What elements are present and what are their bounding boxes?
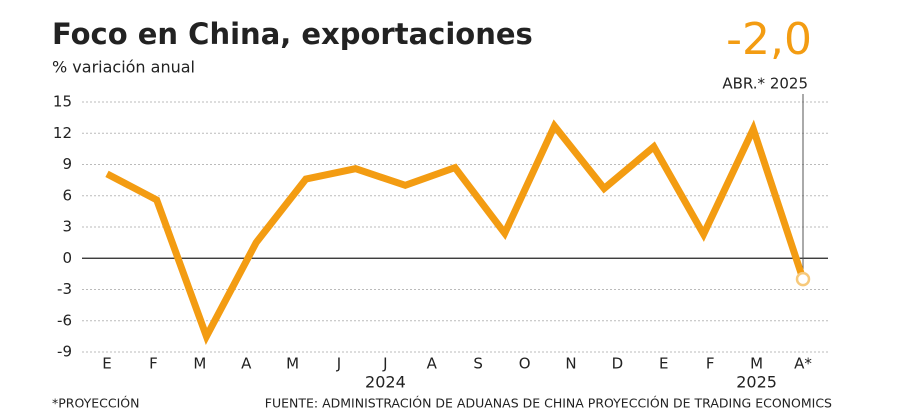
- source: FUENTE: ADMINISTRACIÓN DE ADUANAS DE CHI…: [265, 396, 832, 411]
- subtitle: % variación anual: [52, 58, 195, 77]
- y-tick-label: -3: [57, 280, 72, 298]
- x-tick-label: A: [427, 355, 438, 373]
- footnote: *PROYECCIÓN: [52, 396, 140, 411]
- year-label: 2025: [736, 373, 777, 392]
- x-tick-label: D: [612, 355, 624, 373]
- chart-title: Foco en China, exportaciones: [52, 17, 533, 51]
- x-tick-label: A*: [794, 355, 812, 373]
- annotation-label: ABR.* 2025: [722, 75, 808, 93]
- y-tick-label: 0: [62, 249, 72, 267]
- y-tick-label: -9: [57, 343, 72, 361]
- x-tick-label: O: [519, 355, 531, 373]
- year-label: 2024: [365, 373, 406, 392]
- line: [105, 119, 807, 345]
- y-tick-label: 15: [53, 93, 72, 111]
- projection-marker: [795, 271, 811, 287]
- x-tick-label: J: [382, 355, 387, 373]
- x-tick-label: M: [193, 355, 206, 373]
- x-tick-label: F: [706, 355, 715, 373]
- x-tick-label: E: [102, 355, 111, 373]
- x-tick-label: M: [286, 355, 299, 373]
- y-tick-label: 6: [62, 186, 72, 204]
- x-tick-label: N: [565, 355, 576, 373]
- y-tick-label: -6: [57, 311, 72, 329]
- y-tick-label: 9: [62, 155, 72, 173]
- x-tick-label: S: [473, 355, 483, 373]
- x-tick-label: M: [750, 355, 763, 373]
- x-tick-label: A: [241, 355, 252, 373]
- y-tick-label: 3: [62, 218, 72, 236]
- y-tick-label: 12: [53, 124, 72, 142]
- x-tick-label: F: [149, 355, 158, 373]
- x-tick-label: E: [659, 355, 668, 373]
- x-tick-label: J: [336, 355, 341, 373]
- annotation-value: -2,0: [726, 14, 812, 65]
